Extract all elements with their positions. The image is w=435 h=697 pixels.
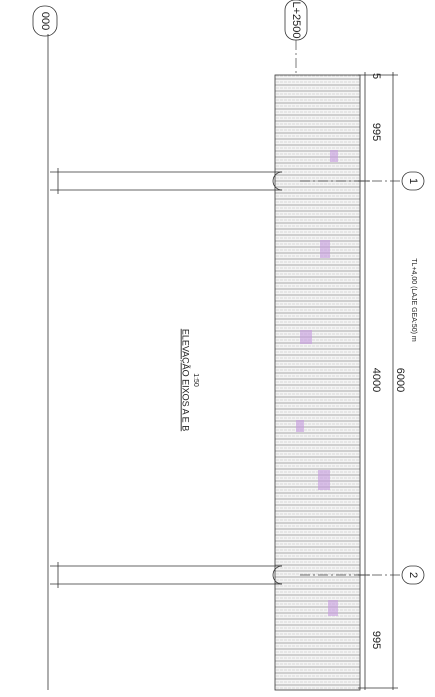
grid-label: L+2500	[290, 1, 302, 38]
note: TL+4,00 (LAJE GEA:50) m	[410, 258, 417, 342]
dimension-lines	[358, 72, 398, 690]
beam	[50, 168, 283, 194]
scale: 1:50	[192, 373, 199, 387]
axis-label: 2	[407, 572, 419, 578]
axis-bubble	[401, 565, 425, 585]
title: ELEVAÇÃO EIXOS A E B	[181, 329, 191, 431]
axis-bubble	[401, 171, 425, 191]
dimension-label: 5	[370, 73, 382, 79]
wall	[274, 74, 361, 691]
beam	[50, 562, 283, 588]
axis-label: 1	[407, 178, 419, 184]
dimension-label: 4000	[370, 368, 382, 392]
wall-texture	[296, 150, 338, 616]
dimension-label: 995	[370, 631, 382, 649]
grid-label: 000	[39, 12, 51, 30]
grid-bubble	[32, 5, 58, 37]
dimension-label: 6000	[394, 368, 406, 392]
grid-bubble	[284, 0, 308, 41]
dimension-label: 995	[370, 123, 382, 141]
